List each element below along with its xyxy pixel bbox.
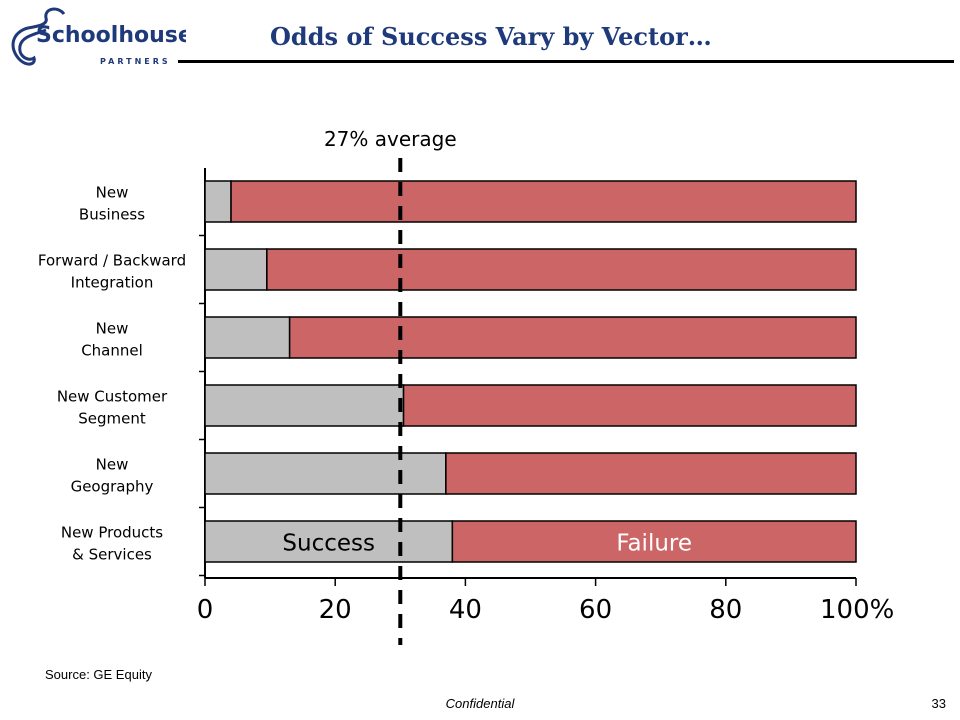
title-rule	[178, 60, 954, 63]
average-reference-label: 27% average	[324, 127, 457, 151]
confidential-label: Confidential	[445, 696, 515, 711]
category-label: Business	[79, 206, 145, 224]
bar-success-3	[204, 316, 291, 359]
bar-success-5	[204, 452, 447, 495]
bar-success-2	[204, 248, 268, 291]
source-note: Source: GE Equity	[45, 667, 152, 682]
series-label-failure: Failure	[616, 531, 692, 557]
x-tick-label: 0	[197, 595, 214, 625]
x-tick-label: 60	[579, 595, 612, 625]
category-label: Geography	[71, 478, 154, 496]
category-label: New Customer	[57, 388, 168, 406]
bar-success-1	[204, 180, 232, 223]
category-label: Forward / Backward	[38, 252, 186, 270]
category-label: Channel	[81, 342, 143, 360]
bar-failure-4	[402, 384, 857, 427]
x-tick-label: 100%	[820, 595, 894, 625]
logo-swoosh-icon	[11, 7, 66, 66]
slide-title: Odds of Success Vary by Vector…	[270, 22, 712, 51]
bar-success-4	[204, 384, 405, 427]
x-tick-label: 20	[319, 595, 352, 625]
bar-failure-3	[288, 316, 857, 359]
company-logo: Schoolhouse PARTNERS	[6, 4, 186, 70]
bar-failure-1	[230, 180, 857, 223]
bar-failure-5	[445, 452, 857, 495]
category-label: New	[96, 184, 129, 202]
category-label: New	[96, 456, 129, 474]
category-label: New Products	[61, 524, 163, 542]
x-tick-label: 80	[709, 595, 742, 625]
category-label: New	[96, 320, 129, 338]
category-label: Segment	[78, 410, 146, 428]
bar-success-6	[204, 520, 454, 563]
category-label: & Services	[72, 546, 152, 564]
page-number: 33	[931, 696, 946, 711]
series-label-success: Success	[282, 531, 375, 557]
logo-subtitle: PARTNERS	[100, 57, 171, 66]
bar-failure-2	[266, 248, 857, 291]
logo-name: Schoolhouse	[36, 23, 186, 48]
logo-graphic: Schoolhouse PARTNERS	[11, 7, 186, 66]
x-tick-label: 40	[449, 595, 482, 625]
category-label: Integration	[71, 274, 154, 292]
bar-failure-6	[451, 520, 857, 563]
